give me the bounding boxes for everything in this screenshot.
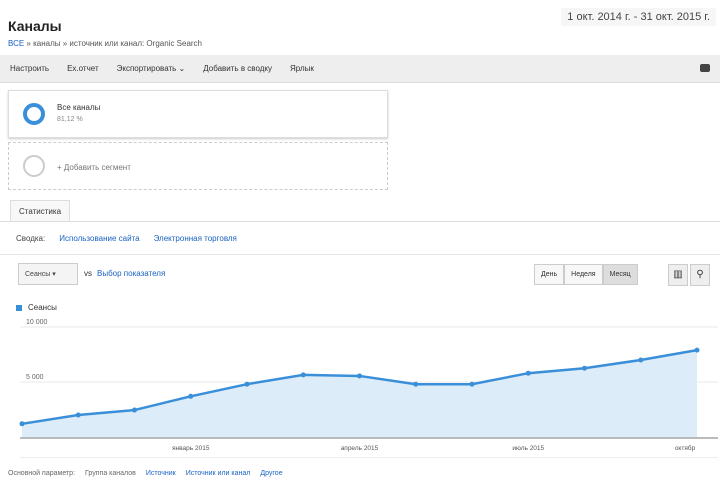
y-tick-label: 10 000: [26, 319, 48, 326]
legend-label: Сеансы: [28, 303, 57, 312]
data-point: [638, 357, 644, 363]
chart-legend: Сеансы: [16, 303, 57, 312]
data-point: [132, 407, 137, 413]
segment-ring-icon: [23, 103, 45, 125]
x-tick-label: январь 2015: [172, 445, 210, 452]
divider: [0, 254, 720, 255]
segment-name: Все каналы: [57, 103, 101, 112]
dimension-source[interactable]: Источник: [145, 470, 176, 477]
breadcrumb: ВСЕ » каналы » источник или канал: Organ…: [8, 39, 202, 48]
tab-statistics[interactable]: Статистика: [10, 200, 71, 222]
metric-select[interactable]: Сеансы ▾: [18, 263, 78, 285]
gear-icon[interactable]: [700, 64, 710, 72]
data-point: [75, 412, 81, 418]
summary-bar: Сводка: Использование сайта Электронная …: [16, 234, 237, 243]
export-button[interactable]: Экспортировать ⌄: [116, 64, 186, 73]
data-point: [413, 381, 419, 387]
summary-site-usage-link[interactable]: Использование сайта: [59, 234, 140, 243]
date-range-picker[interactable]: 1 окт. 2014 г. - 31 окт. 2015 г.: [561, 8, 716, 26]
pick-metric-link[interactable]: Выбор показателя: [97, 269, 166, 278]
data-point: [582, 365, 587, 371]
x-tick-label: июль 2015: [512, 445, 544, 452]
period-month[interactable]: Месяц: [602, 264, 638, 285]
customize-button[interactable]: Настроить: [10, 64, 50, 73]
page-title: Каналы: [8, 18, 62, 34]
period-toggle: День Неделя Месяц: [534, 264, 638, 285]
period-week[interactable]: Неделя: [564, 264, 603, 285]
data-point: [469, 381, 475, 387]
segment-all-channels[interactable]: Все каналы 81,12 %: [8, 90, 388, 138]
x-tick-label: октябр: [675, 444, 696, 452]
motion-chart-icon[interactable]: ⚲: [690, 264, 710, 286]
data-point: [19, 421, 25, 427]
segment-percent: 81,12 %: [57, 116, 83, 123]
period-day[interactable]: День: [534, 264, 565, 285]
area-fill: [22, 350, 697, 437]
add-segment[interactable]: + Добавить сегмент: [8, 142, 388, 190]
summary-ecommerce-link[interactable]: Электронная торговля: [153, 234, 237, 243]
x-tick-label: апрель 2015: [341, 445, 379, 452]
empty-ring-icon: [23, 155, 45, 177]
email-button[interactable]: Ex.отчет: [67, 64, 99, 73]
y-tick-label: 5 000: [26, 374, 44, 381]
legend-swatch: [16, 304, 22, 311]
breadcrumb-path: » каналы » источник или канал: Organic S…: [26, 39, 203, 48]
add-to-dashboard-button[interactable]: Добавить в сводку: [203, 64, 272, 73]
metric-selected: Сеансы: [25, 271, 51, 278]
divider: [0, 221, 720, 222]
dimension-channel-group[interactable]: Группа каналов: [85, 470, 136, 477]
shortcut-button[interactable]: Ярлык: [289, 64, 314, 73]
data-point: [525, 370, 531, 376]
sessions-chart: 10 000 5 000 январь 2015 апрель 2015 июль 20…: [19, 319, 718, 458]
vs-label: vs: [84, 269, 92, 278]
data-point: [357, 373, 362, 379]
summary-label: Сводка:: [16, 234, 46, 243]
data-point: [300, 372, 306, 378]
dimension-other[interactable]: Другое: [260, 470, 283, 477]
data-point: [694, 347, 700, 353]
data-point: [188, 393, 194, 399]
dimension-source-medium[interactable]: Источник или канал: [185, 470, 251, 477]
primary-dimension-label: Основной параметр:: [8, 470, 76, 477]
add-segment-label: + Добавить сегмент: [57, 163, 131, 172]
footer-dimensions: Основной параметр: Группа каналов Источн…: [8, 470, 283, 477]
toolbar: Настроить Ex.отчет Экспортировать ⌄ Доба…: [0, 55, 720, 83]
line-chart-icon[interactable]: ▥: [668, 264, 688, 286]
data-point: [244, 381, 250, 387]
breadcrumb-root[interactable]: ВСЕ: [8, 39, 25, 48]
